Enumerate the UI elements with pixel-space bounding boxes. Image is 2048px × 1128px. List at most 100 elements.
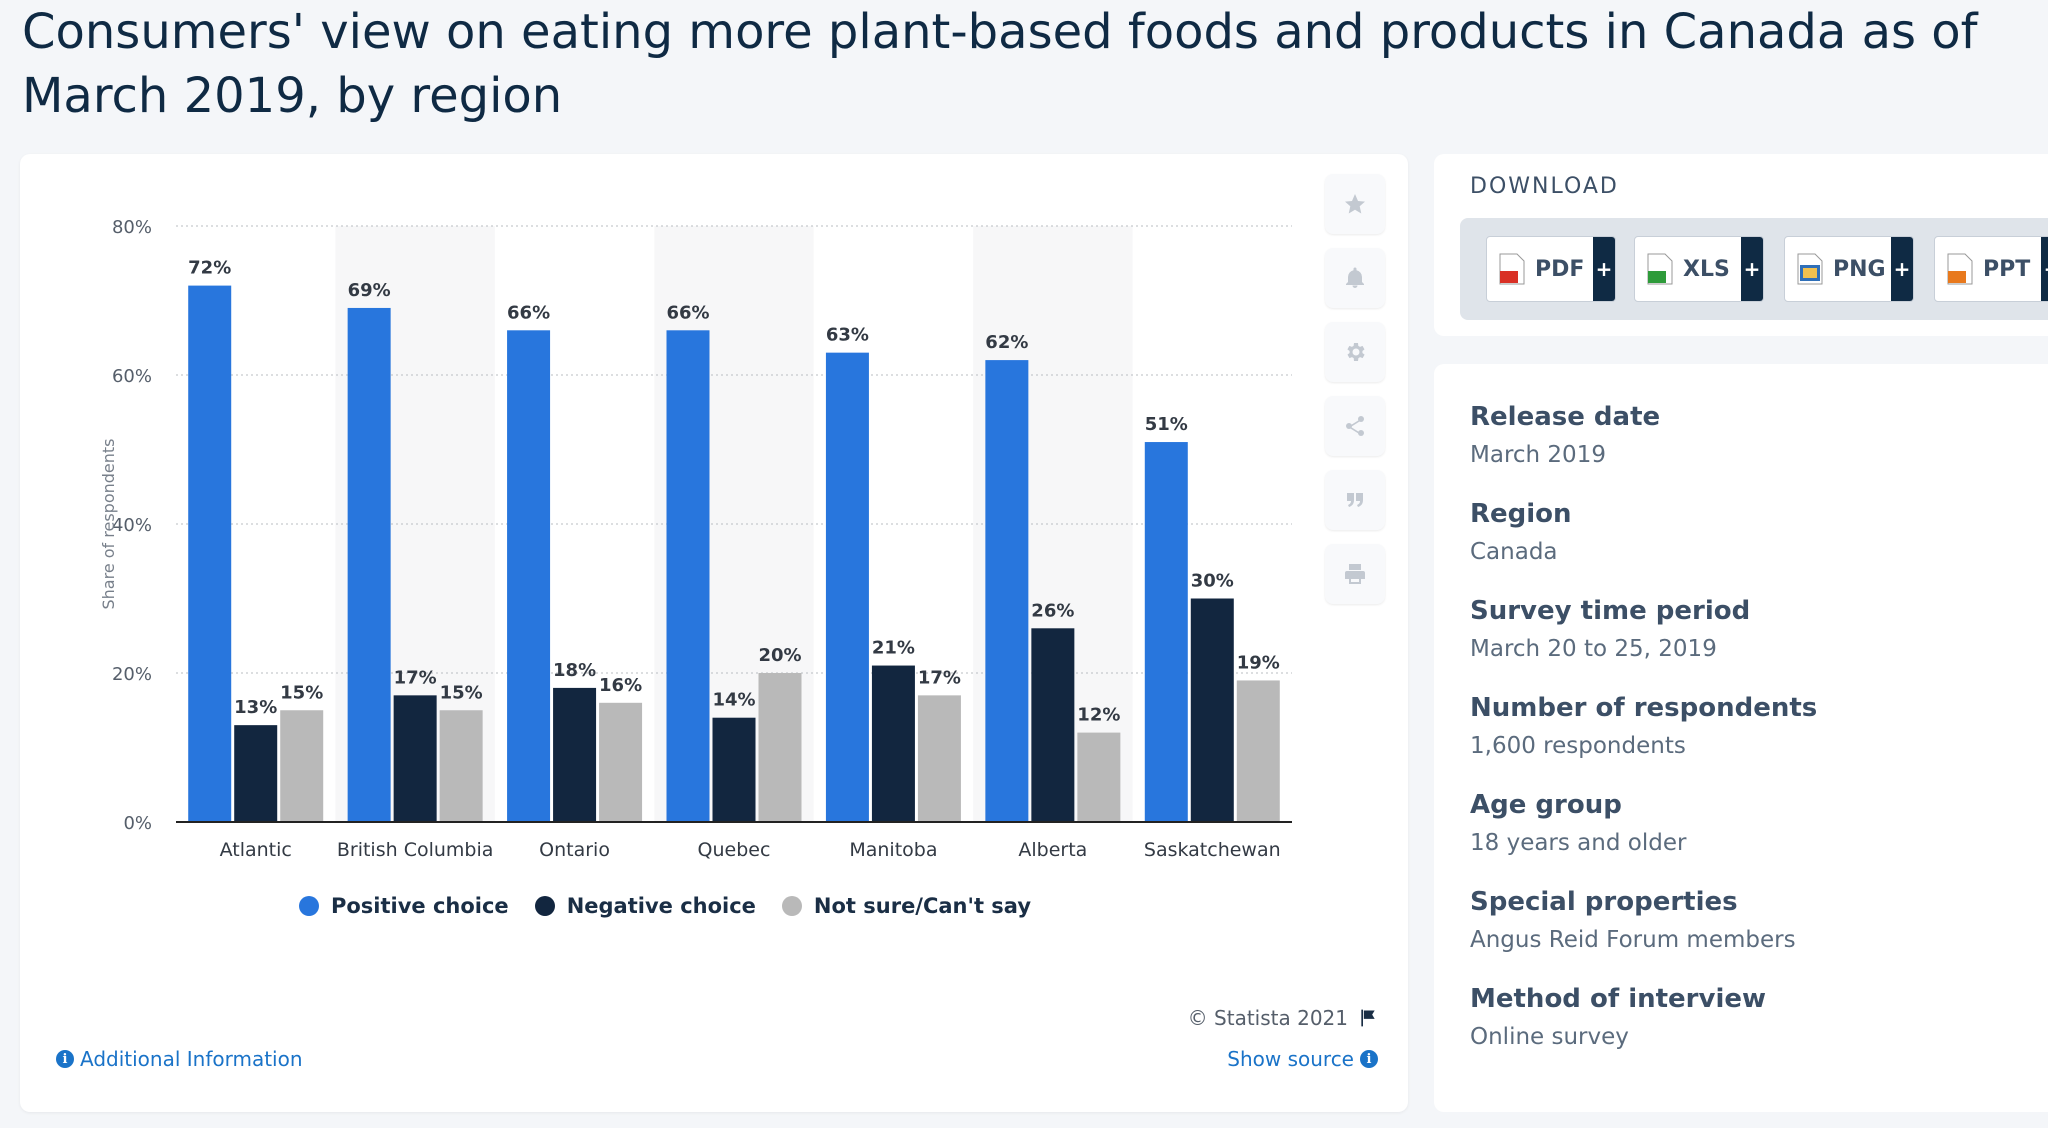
- legend-item-not-sure[interactable]: Not sure/Can't say: [781, 894, 1032, 918]
- download-pdf-button[interactable]: PDF +: [1486, 236, 1616, 302]
- legend-label: Not sure/Can't say: [813, 894, 1032, 918]
- flag-icon[interactable]: [1358, 1008, 1378, 1028]
- data-label: 19%: [1237, 652, 1280, 673]
- plus-icon: +: [1891, 237, 1913, 301]
- data-label: 17%: [394, 667, 437, 688]
- bar: [393, 695, 437, 822]
- detail-label: Method of interview: [1470, 984, 1767, 1014]
- download-xls-button[interactable]: XLS +: [1634, 236, 1764, 302]
- additional-information-link[interactable]: i Additional Information: [56, 1047, 303, 1071]
- data-label: 26%: [1031, 600, 1074, 621]
- notification-button[interactable]: [1325, 248, 1385, 308]
- data-label: 18%: [553, 660, 596, 681]
- favorite-button[interactable]: [1325, 174, 1385, 234]
- detail-value: 18 years and older: [1470, 830, 1687, 856]
- download-png-button[interactable]: PNG +: [1784, 236, 1914, 302]
- data-label: 14%: [712, 690, 755, 711]
- detail-value: March 20 to 25, 2019: [1470, 636, 1717, 662]
- chart-toolbar: [1325, 174, 1385, 618]
- legend-item-negative[interactable]: Negative choice: [534, 894, 756, 918]
- plus-icon: +: [1741, 237, 1763, 301]
- show-source-link[interactable]: Show source i: [1227, 1047, 1378, 1071]
- legend-item-positive[interactable]: Positive choice: [298, 894, 509, 918]
- data-label: 66%: [666, 302, 709, 323]
- y-tick-label: 40%: [112, 515, 152, 536]
- legend-dot: [298, 896, 319, 916]
- data-label: 16%: [599, 675, 642, 696]
- detail-label: Release date: [1470, 402, 1661, 432]
- bar: [234, 725, 278, 822]
- ppt-file-icon: [1947, 253, 1973, 285]
- detail-value: Canada: [1470, 539, 1558, 565]
- xls-file-icon: [1647, 253, 1673, 285]
- bar: [985, 360, 1029, 822]
- detail-value: Online survey: [1470, 1024, 1629, 1050]
- x-tick-label: British Columbia: [337, 839, 494, 861]
- info-icon: i: [56, 1050, 74, 1068]
- bell-icon: [1346, 267, 1364, 288]
- x-tick-label: Alberta: [1018, 839, 1087, 861]
- detail-label: Region: [1470, 499, 1572, 529]
- data-label: 20%: [758, 645, 801, 666]
- detail-special-properties: Special properties Angus Reid Forum memb…: [1470, 885, 1796, 957]
- data-label: 30%: [1191, 571, 1234, 592]
- bar: [553, 687, 597, 822]
- detail-age-group: Age group 18 years and older: [1470, 788, 1686, 860]
- bar: [1144, 442, 1188, 822]
- detail-value: Angus Reid Forum members: [1470, 927, 1796, 953]
- x-tick-label: Manitoba: [849, 839, 937, 861]
- print-button[interactable]: [1325, 544, 1385, 604]
- share-icon: [1346, 416, 1364, 436]
- bar: [1236, 680, 1280, 822]
- page-title: Consumers' view on eating more plant-bas…: [22, 4, 1978, 124]
- cite-button[interactable]: [1325, 470, 1385, 530]
- bar: [758, 673, 802, 822]
- plus-icon: +: [1593, 237, 1615, 301]
- y-axis-label: Share of respondents: [99, 438, 118, 609]
- bar: [871, 665, 915, 822]
- share-button[interactable]: [1325, 396, 1385, 456]
- detail-region: Region Canada: [1470, 497, 1572, 569]
- y-tick-label: 20%: [112, 664, 152, 685]
- settings-button[interactable]: [1325, 322, 1385, 382]
- chart-legend: Positive choice Negative choice Not sure…: [20, 894, 1310, 918]
- info-icon: i: [1360, 1050, 1378, 1068]
- star-icon: [1345, 194, 1365, 214]
- gear-icon: [1347, 343, 1365, 361]
- download-buttons: PDF + XLS + PNG + PPT +: [1460, 218, 2048, 320]
- detail-label: Age group: [1470, 790, 1622, 820]
- data-label: 21%: [872, 638, 915, 659]
- png-file-icon: [1797, 253, 1823, 285]
- bar: [599, 702, 643, 822]
- legend-dot: [534, 896, 555, 916]
- chart-card: 0% 20% 40% 60% 80% Share of respondents 72% 13%…: [20, 154, 1408, 1112]
- x-tick-label: Atlantic: [220, 839, 292, 861]
- chart: 0% 20% 40% 60% 80% Share of respondents 72% 13%…: [99, 217, 1292, 861]
- bar: [507, 330, 551, 822]
- data-label: 15%: [280, 682, 323, 703]
- download-xls-label: XLS: [1683, 256, 1730, 282]
- detail-label: Number of respondents: [1470, 693, 1818, 723]
- download-pdf-label: PDF: [1535, 256, 1585, 282]
- data-label: 17%: [918, 667, 961, 688]
- additional-information-label: Additional Information: [80, 1047, 303, 1071]
- bar: [280, 710, 324, 822]
- data-label: 63%: [826, 325, 869, 346]
- download-panel: DOWNLOAD PDF + XLS + PNG + PPT +: [1434, 154, 2048, 336]
- print-icon: [1345, 564, 1365, 584]
- download-ppt-button[interactable]: PPT +: [1934, 236, 2048, 302]
- data-label: 62%: [985, 332, 1028, 353]
- detail-respondents: Number of respondents 1,600 respondents: [1470, 691, 1817, 763]
- detail-release-date: Release date March 2019: [1470, 400, 1660, 472]
- copyright-text: © Statista 2021: [1187, 1006, 1348, 1030]
- detail-label: Special properties: [1470, 887, 1738, 917]
- data-label: 12%: [1077, 705, 1120, 726]
- pdf-file-icon: [1499, 253, 1525, 285]
- detail-survey-period: Survey time period March 20 to 25, 2019: [1470, 594, 1750, 666]
- detail-method: Method of interview Online survey: [1470, 982, 1766, 1054]
- quote-icon: [1347, 493, 1363, 507]
- x-tick-label: Quebec: [698, 839, 771, 861]
- x-tick-label: Ontario: [539, 839, 610, 861]
- bar: [666, 330, 710, 822]
- legend-label: Negative choice: [566, 894, 756, 918]
